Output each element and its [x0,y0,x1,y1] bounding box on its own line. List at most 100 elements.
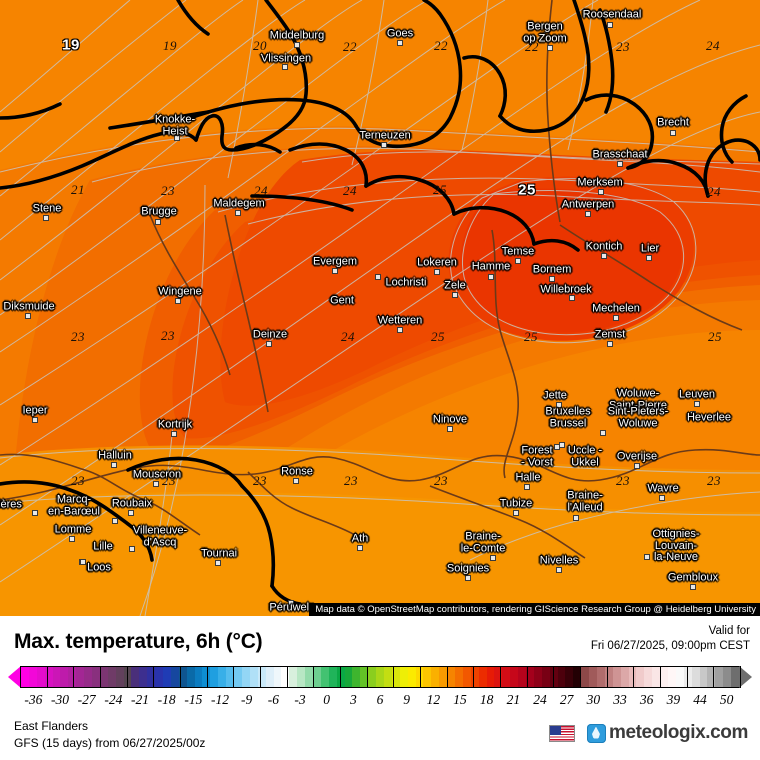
place-marker[interactable] [547,45,553,51]
place-marker[interactable] [235,210,241,216]
place-marker[interactable] [569,295,575,301]
colorbar-tick-label: 3 [349,692,357,707]
map-attribution: Map data © OpenStreetMap contributors, r… [309,603,760,616]
place-marker[interactable] [607,22,613,28]
place-marker[interactable] [646,255,652,261]
place-marker[interactable] [607,341,613,347]
brand-text: meteologix.com [608,722,748,743]
color-swatch [147,667,156,687]
place-marker[interactable] [294,42,300,48]
place-marker[interactable] [375,274,381,280]
place-marker[interactable] [397,327,403,333]
place-marker[interactable] [215,560,221,566]
color-swatch [510,667,519,687]
color-swatch [202,667,211,687]
color-swatch [155,667,164,687]
place-marker[interactable] [25,313,31,319]
place-marker[interactable] [447,426,453,432]
place-marker[interactable] [601,253,607,259]
colorbar-tick [126,666,128,688]
map-canvas[interactable] [0,0,760,616]
color-swatch [628,667,637,687]
place-marker[interactable] [32,417,38,423]
meteologix-logo[interactable]: meteologix.com [586,722,748,744]
colorbar-tick-label: 21 [506,692,521,707]
place-marker[interactable] [690,411,696,417]
place-marker[interactable] [381,142,387,148]
place-marker[interactable] [43,215,49,221]
place-marker[interactable] [556,567,562,573]
place-marker[interactable] [112,518,118,524]
place-marker[interactable] [549,276,555,282]
place-marker[interactable] [513,510,519,516]
place-marker[interactable] [155,219,161,225]
place-marker[interactable] [598,189,604,195]
color-swatch [652,667,661,687]
weather-map[interactable]: Middelburg Vlissingen Goes Roosendaal Bergen… [0,0,760,616]
place-marker[interactable] [690,584,696,590]
place-marker[interactable] [332,268,338,274]
place-marker[interactable] [559,442,565,448]
place-marker[interactable] [452,292,458,298]
color-swatch [399,667,408,687]
color-swatch [636,667,645,687]
place-marker[interactable] [634,463,640,469]
place-marker[interactable] [80,559,86,565]
place-marker[interactable] [573,515,579,521]
place-marker[interactable] [670,130,676,136]
place-marker[interactable] [434,269,440,275]
place-marker[interactable] [617,161,623,167]
place-marker[interactable] [266,341,272,347]
color-swatch [668,667,676,687]
place-marker[interactable] [694,401,700,407]
place-marker[interactable] [585,211,591,217]
place-marker[interactable] [644,554,650,560]
color-swatch [115,667,124,687]
color-swatch [360,667,369,687]
place-marker[interactable] [490,555,496,561]
us-flag-icon[interactable] [548,724,575,742]
place-marker[interactable] [174,135,180,141]
place-marker[interactable] [524,484,530,490]
colorbar-tick [206,666,208,688]
color-swatch [518,667,526,687]
place-marker[interactable] [153,481,159,487]
place-marker[interactable] [357,545,363,551]
place-marker[interactable] [293,478,299,484]
place-marker[interactable] [175,298,181,304]
colorbar-tick [420,666,421,688]
color-swatch [186,667,195,687]
color-swatch [352,667,361,687]
color-swatch [383,667,392,687]
model-run-info: GFS (15 days) from 06/27/2025/00z [14,736,206,750]
colorbar-tick-label: 39 [666,692,681,707]
place-marker[interactable] [171,431,177,437]
place-marker[interactable] [659,495,665,501]
color-swatch [226,667,235,687]
place-marker[interactable] [111,462,117,468]
color-swatch [557,667,566,687]
place-marker[interactable] [515,258,521,264]
place-marker[interactable] [488,274,494,280]
place-marker[interactable] [397,40,403,46]
colorbar-tick [286,666,288,688]
colorbar-tick [313,666,315,688]
colorbar-tick [100,666,101,688]
place-marker[interactable] [128,510,134,516]
place-marker[interactable] [600,430,606,436]
place-marker[interactable] [465,575,471,581]
color-swatch [604,667,613,687]
place-marker[interactable] [129,546,135,552]
place-marker[interactable] [556,402,562,408]
place-marker[interactable] [288,600,294,606]
color-scale[interactable] [8,666,752,690]
colorbar-tick-labels: -36 -30 -27 -24 -21 -18 -15 -12 -9 -6 -3 0 3 6 9 12 15 18… [8,692,752,710]
place-marker[interactable] [69,536,75,542]
colorbar-tick-label: 15 [453,692,467,707]
place-marker[interactable] [282,64,288,70]
place-marker[interactable] [32,510,38,516]
brand-row: meteologix.com [548,722,748,744]
colorbar-strip[interactable] [20,666,740,688]
color-swatch [723,667,732,687]
place-marker[interactable] [613,315,619,321]
